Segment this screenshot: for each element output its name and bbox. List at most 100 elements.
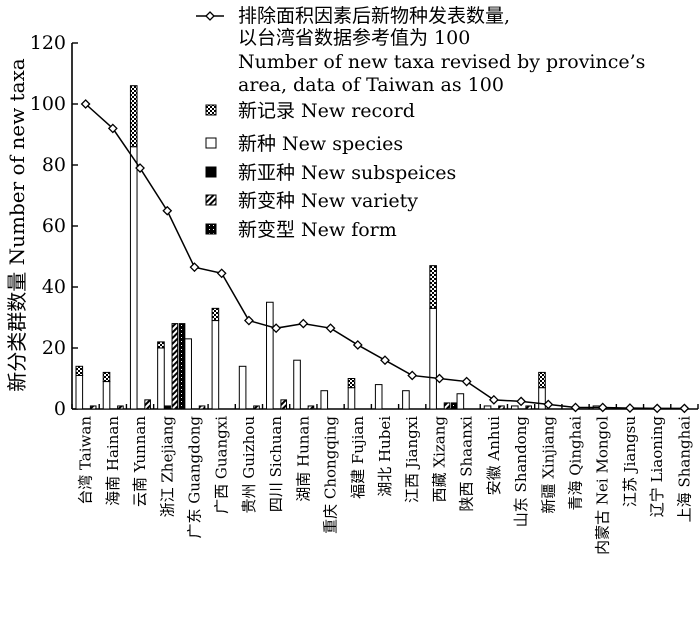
legend-bar-label: 新记录 New record [238,100,415,122]
trend-point [570,402,581,413]
bar-hatch [280,399,288,410]
bar-new-species [184,338,192,410]
x-tick-label: 新疆 Xinjiang [539,416,557,514]
bar-new-record [102,371,111,383]
y-tick-label: 40 [42,276,66,298]
trend-point [679,403,690,414]
bar-new-species [402,390,410,410]
y-tick-label: 120 [30,32,66,54]
bar-new-species [456,393,465,410]
bar-new-species [510,405,519,410]
bar-new-species [429,307,437,410]
x-tick-label: 湖北 Hubei [376,416,394,497]
x-tick-label: 广东 Guangdong [185,416,203,539]
bar-hatch [117,405,124,410]
bar-new-species [483,405,492,410]
bar-black [164,405,171,410]
x-tick-label: 江苏 Jiangsu [621,416,639,507]
legend-bar-label: 新变型 New form [238,219,397,241]
legend-swatch-black [205,166,217,178]
trend-point [652,403,663,414]
y-axis-label: 新分类群数量 Number of new taxa [5,58,29,391]
y-tick-label: 0 [54,398,66,420]
x-tick-label: 山东 Shandong [512,416,530,528]
x-tick-label: 安徽 Anhui [485,416,503,496]
trend-point [162,205,173,216]
bar-new-record [75,365,84,376]
x-tick-label: 台湾 Taiwan [77,416,95,505]
bar-hatch [307,405,315,410]
trend-point [407,370,418,381]
y-tick-label: 60 [42,215,66,237]
legend-bar-label: 新变种 New variety [238,190,418,212]
bar-dotblack [450,402,458,410]
legend-line-label: Number of new taxa revised by province’s [238,51,645,73]
legend-line-label: 排除面积因素后新物种发表数量, [238,5,510,27]
bar-new-species [538,387,546,410]
trend-point [271,323,282,334]
bar-hatch [253,405,260,410]
trend-point [434,373,445,384]
bar-hatch [498,405,505,410]
legend-line-label: 以台湾省数据参考值为 100 [238,27,470,49]
bar-new-record [211,307,220,322]
bar-dotblack [178,323,186,410]
x-tick-label: 福建 Fujian [349,416,367,499]
trend-point [488,394,499,405]
trend-point [543,399,554,410]
trend-point [380,355,390,366]
y-tick-label: 100 [30,93,66,115]
trend-point [80,99,91,109]
trend-point [325,323,336,334]
bar-hatch [89,405,97,410]
bar-new-species [129,146,138,410]
bar-hatch [144,399,151,410]
bar-new-species [211,320,220,410]
x-tick-label: 内蒙古 Nei Mongol [594,416,612,555]
bar-hatch [171,323,179,410]
trend-point [352,340,363,350]
bar-new-species [75,374,84,410]
x-tick-label: 浙江 Zhejiang [158,416,176,518]
trend-point [107,123,118,134]
bar-new-record [157,341,165,349]
y-tick-label: 20 [42,337,66,359]
bars-group [75,85,601,410]
bar-new-record [347,378,356,389]
legend-swatch-white [205,137,217,149]
bar-new-species [293,359,301,410]
trend-point [625,403,635,414]
x-tick-label: 江西 Jiangxi [403,416,421,503]
bar-hatch [525,405,532,410]
x-tick-label: 海南 Hainan [104,416,122,506]
legend-line-label: area, data of Taiwan as 100 [238,74,504,96]
x-tick-label: 广西 Guangxi [213,416,231,514]
bar-hatch [443,402,451,410]
trend-point [516,396,527,407]
x-tick-label: 贵州 Guizhou [240,416,258,514]
bar-new-species [238,365,247,410]
legend-swatch-hatch [205,194,217,206]
trend-point [461,376,472,387]
bar-new-record [129,85,138,148]
x-tick-labels: 台湾 Taiwan 海南 Hainan 云南 Yunnan 浙江 Zhejiang 广东… [77,416,694,555]
trend-point [216,268,227,279]
x-tick-label: 西藏 Xizang [430,416,448,503]
x-tick-label: 陕西 Shaanxi [458,416,476,512]
x-tick-label: 辽宁 Liaoning [648,416,666,518]
trend-line-group [80,99,690,414]
trend-point [298,318,309,329]
x-tick-label: 湖南 Hunan [294,416,312,502]
bar-new-species [102,381,111,410]
x-tick-label: 云南 Yunnan [131,416,149,507]
bar-new-record [538,371,546,389]
legend-bar-label: 新种 New species [238,133,403,155]
trend-point [243,315,254,326]
x-tick-label: 重庆 Chongqing [322,416,340,534]
bar-new-species [157,347,165,410]
trend-point [135,163,145,173]
bar-new-species [320,390,329,410]
